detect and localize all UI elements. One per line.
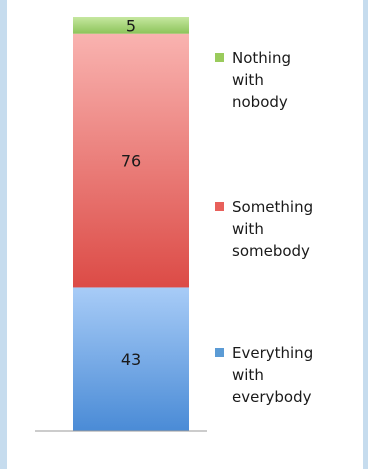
chart-frame: 43 76 5 Nothing with nobody Something with some… [7,0,363,469]
legend-swatch [215,202,224,211]
segment-everything-with-everybody [73,287,189,431]
segment-nothing-with-nobody [73,17,189,34]
legend-item-everything-with-everybody: Everything with everybody [215,344,313,406]
stacked-bar-chart: 43 76 5 Nothing with nobody Something with some… [35,16,313,432]
data-label: 5 [126,16,136,35]
legend-label: Something with somebody [232,198,313,260]
data-label: 43 [121,350,141,369]
segment-something-with-somebody [73,33,189,288]
legend-swatch [215,53,224,62]
legend-item-nothing-with-nobody: Nothing with nobody [215,49,291,111]
data-label: 76 [121,152,141,171]
legend-label: Everything with everybody [232,344,313,406]
legend-label: Nothing with nobody [232,49,291,111]
legend-item-something-with-somebody: Something with somebody [215,198,313,260]
legend-swatch [215,348,224,357]
